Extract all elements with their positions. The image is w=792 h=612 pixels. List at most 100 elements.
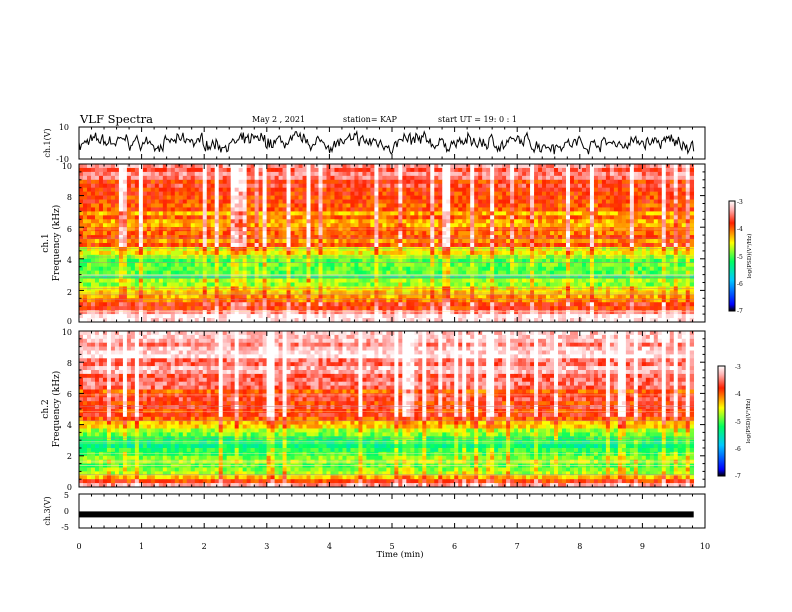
start-time-label: start UT = 19: 0 : 1	[438, 115, 517, 124]
spectrogram-cell	[534, 250, 539, 256]
spectrogram-cell	[605, 191, 611, 196]
spectrogram-cell	[222, 207, 227, 212]
spectrogram-cell	[106, 243, 112, 248]
spectrogram-cell	[462, 183, 467, 188]
spectrogram-cell	[406, 175, 411, 181]
spectrogram-cell	[530, 235, 535, 240]
spectrogram-cell	[330, 274, 335, 279]
spectrogram-cell	[138, 258, 144, 264]
spectrogram-cell	[86, 278, 92, 283]
spectrogram-cell	[625, 223, 631, 228]
spectrogram-cell	[482, 235, 487, 240]
spectrogram-cell	[657, 227, 663, 232]
spectrogram-cell	[150, 227, 156, 232]
spectrogram-cell	[102, 258, 108, 264]
spectrogram-cell	[677, 167, 683, 173]
spectrogram-cell	[402, 274, 407, 279]
spectrogram-cell	[386, 250, 391, 256]
spectrogram-cell	[366, 191, 371, 196]
spectrogram-cell	[374, 282, 379, 287]
spectrogram-cell	[310, 227, 315, 232]
spectrogram-cell	[625, 183, 631, 188]
spectrogram-cell	[629, 195, 635, 200]
spectrogram-cell	[454, 211, 459, 216]
spectrogram-cell	[542, 203, 547, 208]
spectrogram-cell	[110, 274, 116, 279]
spectrogram-cell	[629, 239, 635, 244]
spectrogram-cell	[566, 183, 571, 188]
spectrogram-cell	[310, 243, 315, 248]
spectrogram-cell	[426, 278, 431, 283]
spectrogram-cell	[434, 231, 439, 236]
spectrogram-cell	[94, 164, 100, 169]
spectrogram-cell	[126, 246, 132, 252]
spectrogram-cell	[138, 195, 144, 200]
spectrogram-cell	[554, 235, 559, 240]
spectrogram-cell	[382, 167, 387, 173]
spectrogram-cell	[597, 278, 603, 283]
spectrogram-cell	[669, 239, 675, 244]
spectrogram-cell	[130, 266, 136, 271]
spectrogram-cell	[98, 207, 104, 212]
spectrogram-cell	[542, 215, 547, 220]
spectrogram-cell	[490, 203, 495, 208]
spectrogram-cell	[206, 167, 212, 173]
spectrogram-cell	[462, 207, 467, 212]
spectrogram-cell	[98, 235, 104, 240]
spectrogram-cell	[194, 199, 200, 204]
spectrogram-cell	[174, 183, 180, 188]
spectrogram-cell	[434, 223, 439, 228]
spectrogram-cell	[110, 223, 116, 228]
spectrogram-cell	[370, 239, 375, 244]
spectrogram-cell	[118, 175, 124, 181]
spectrogram-cell	[498, 243, 503, 248]
spectrogram-cell	[601, 250, 607, 256]
spectrogram-cell	[554, 250, 559, 256]
spectrogram-cell	[494, 270, 499, 275]
spectrogram-cell	[282, 199, 287, 204]
spectrogram-cell	[506, 171, 511, 177]
spectrogram-cell	[162, 191, 168, 196]
spectrogram-cell	[649, 207, 655, 212]
spectrogram-cell	[526, 282, 531, 287]
spectrogram-cell	[430, 195, 435, 200]
spectrogram-cell	[186, 164, 192, 169]
spectrogram-cell	[79, 266, 84, 271]
spectrogram-cell	[330, 175, 335, 181]
spectrogram-cell	[210, 231, 216, 236]
spectrogram-cell	[478, 175, 483, 181]
spectrogram-cell	[538, 164, 543, 169]
spectrogram-cell	[274, 262, 279, 267]
spectrogram-cell	[661, 199, 667, 204]
spectrogram-cell	[689, 243, 695, 248]
spectrogram-cell	[202, 243, 208, 248]
spectrogram-cell	[174, 187, 180, 192]
spectrogram-cell	[90, 167, 96, 173]
spectrogram-cell	[314, 199, 319, 204]
spectrogram-cell	[382, 211, 387, 216]
spectrogram-cell	[374, 266, 379, 271]
spectrogram-cell	[390, 258, 395, 264]
spectrogram-cell	[458, 183, 463, 188]
spectrogram-cell	[422, 282, 427, 287]
spectrogram-cell	[454, 207, 459, 212]
spectrogram-cell	[254, 258, 259, 264]
spectrogram-cell	[526, 227, 531, 232]
spectrogram-cell	[142, 274, 148, 279]
spectrogram-cell	[366, 187, 371, 192]
spectrogram-cell	[454, 278, 459, 283]
spectrogram-cell	[114, 223, 120, 228]
spectrogram-cell	[286, 235, 291, 240]
spectrogram-cell	[653, 199, 659, 204]
spectrogram-cell	[166, 227, 172, 232]
spectrogram-cell	[585, 239, 591, 244]
spectrogram-cell	[202, 227, 208, 232]
spectrogram-cell	[462, 211, 467, 216]
spectrogram-cell	[90, 227, 96, 232]
spectrogram-cell	[434, 187, 439, 192]
spectrogram-cell	[302, 215, 307, 220]
spectrogram-cell	[474, 195, 479, 200]
spectrogram-cell	[286, 262, 291, 267]
spectrogram-cell	[322, 246, 327, 252]
spectrogram-cell	[358, 167, 363, 173]
